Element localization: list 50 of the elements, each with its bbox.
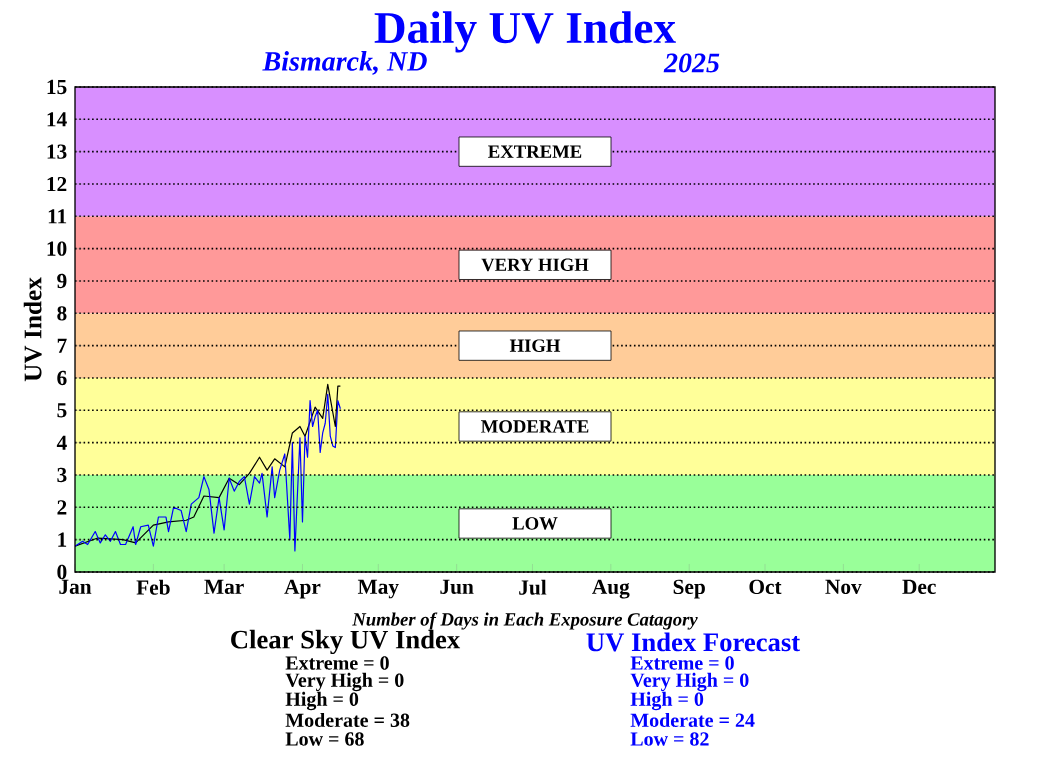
text: Very High = 0 [630,672,749,692]
x-tick-label: May [357,579,399,599]
y-tick-label: 6 [57,370,67,386]
text: UV Index Forecast [586,632,801,652]
text: Moderate = 38 [285,712,410,728]
x-tick-label: Aug [592,579,630,599]
band-label: HIGH [509,339,561,352]
text: Number of Days in Each Exposure Catagory [352,612,698,630]
text: High = 0 [630,691,704,711]
text: Low = 68 [285,732,364,746]
x-tick-label: Nov [825,579,862,594]
band-label: VERY HIGH [481,258,589,272]
x-tick-label: Oct [749,579,782,595]
band-label: MODERATE [481,420,589,433]
band-label: LOW [512,517,558,530]
y-tick-label: 11 [48,209,67,224]
y-tick-label: 10 [47,241,67,256]
y-tick-label: 7 [57,338,67,353]
x-tick-label: Sep [673,579,705,599]
text: Very High = 0 [285,672,404,692]
y-tick-label: 1 [58,532,67,547]
chart-title: Daily UV Index [374,11,676,53]
y-tick-label: 12 [47,176,67,192]
y-tick-label: 2 [57,500,67,515]
y-tick-label: 0 [57,564,67,580]
band-label: EXTREME [488,145,582,158]
x-tick-label: Mar [204,579,244,594]
text: Clear Sky UV Index [231,629,461,655]
text: High = 0 [285,691,359,711]
y-tick-label: 8 [57,306,67,321]
x-tick-label: Dec [902,579,936,594]
y-tick-label: 3 [57,467,67,483]
x-tick-label: Jul [519,579,547,595]
text: 2025 [663,53,720,73]
x-tick-label: Feb [136,579,170,595]
y-tick-label: 9 [57,273,67,289]
text: Low = 82 [630,732,709,746]
x-tick-label: Jan [59,579,92,594]
y-tick-label: 14 [47,112,67,127]
y-tick-label: 4 [56,435,67,450]
y-tick-label: 5 [57,403,67,418]
x-tick-label: Jun [440,579,474,594]
y-axis-title: UV Index [23,277,42,382]
y-tick-label: 15 [47,79,67,95]
x-tick-label: Apr [284,579,321,599]
text: Moderate = 24 [630,712,755,728]
chart-subtitle: Bismarck, ND [262,51,427,75]
text: Extreme = 0 [285,656,389,670]
text: Extreme = 0 [630,656,734,670]
y-tick-label: 13 [47,144,67,159]
